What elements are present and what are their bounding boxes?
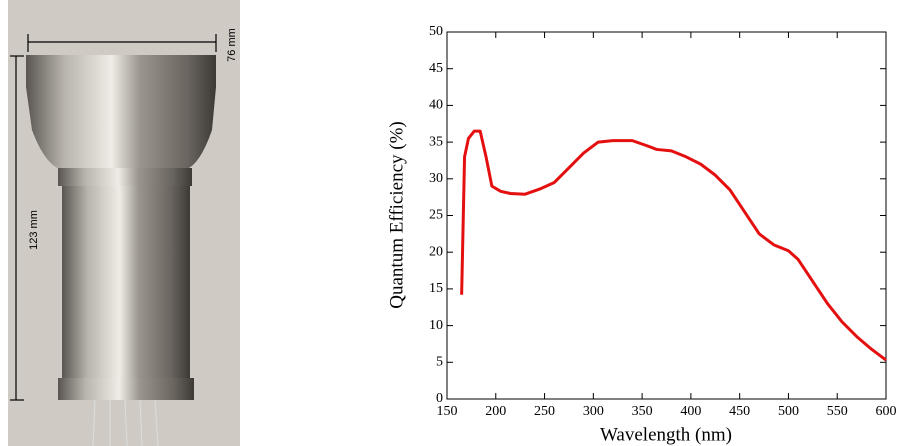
x-tick-label: 600 [876, 404, 897, 419]
x-tick-label: 250 [534, 404, 555, 419]
x-tick-label: 300 [583, 404, 604, 419]
y-tick-label: 35 [429, 134, 443, 149]
x-tick-label: 200 [485, 404, 506, 419]
y-tick-label: 20 [429, 244, 443, 259]
x-tick-label: 450 [729, 404, 750, 419]
x-tick-label: 400 [680, 404, 701, 419]
y-tick-label: 45 [429, 61, 443, 76]
height-label: 123 mm [28, 210, 40, 250]
y-tick-label: 5 [436, 355, 443, 370]
y-tick-label: 30 [429, 171, 443, 186]
y-tick-label: 15 [429, 281, 443, 296]
x-tick-label: 550 [827, 404, 848, 419]
chart: Wavelength (nm) Quantum Efficiency (%) [386, 121, 732, 445]
pins [92, 399, 159, 446]
cup [26, 87, 216, 170]
dimension-arrows [10, 34, 217, 401]
neck [58, 168, 192, 186]
y-axis-label: Quantum Efficiency (%) [386, 121, 407, 308]
base-ring [58, 378, 194, 400]
x-tick-label: 150 [437, 404, 458, 419]
y-tick-label: 0 [436, 391, 443, 406]
cup-rim [26, 55, 216, 87]
body [62, 186, 190, 384]
x-tick-label: 350 [632, 404, 653, 419]
y-tick-label: 40 [429, 98, 443, 113]
plot-frame [446, 31, 887, 400]
photo: 76 mm 123 mm [8, 0, 240, 446]
width-label: 76 mm [226, 28, 238, 62]
x-tick-label: 500 [778, 404, 799, 419]
data-line [460, 129, 887, 362]
y-tick-label: 50 [429, 24, 443, 39]
y-tick-label: 25 [429, 208, 443, 223]
x-axis-label: Wavelength (nm) [600, 424, 732, 445]
y-tick-label: 10 [429, 318, 443, 333]
